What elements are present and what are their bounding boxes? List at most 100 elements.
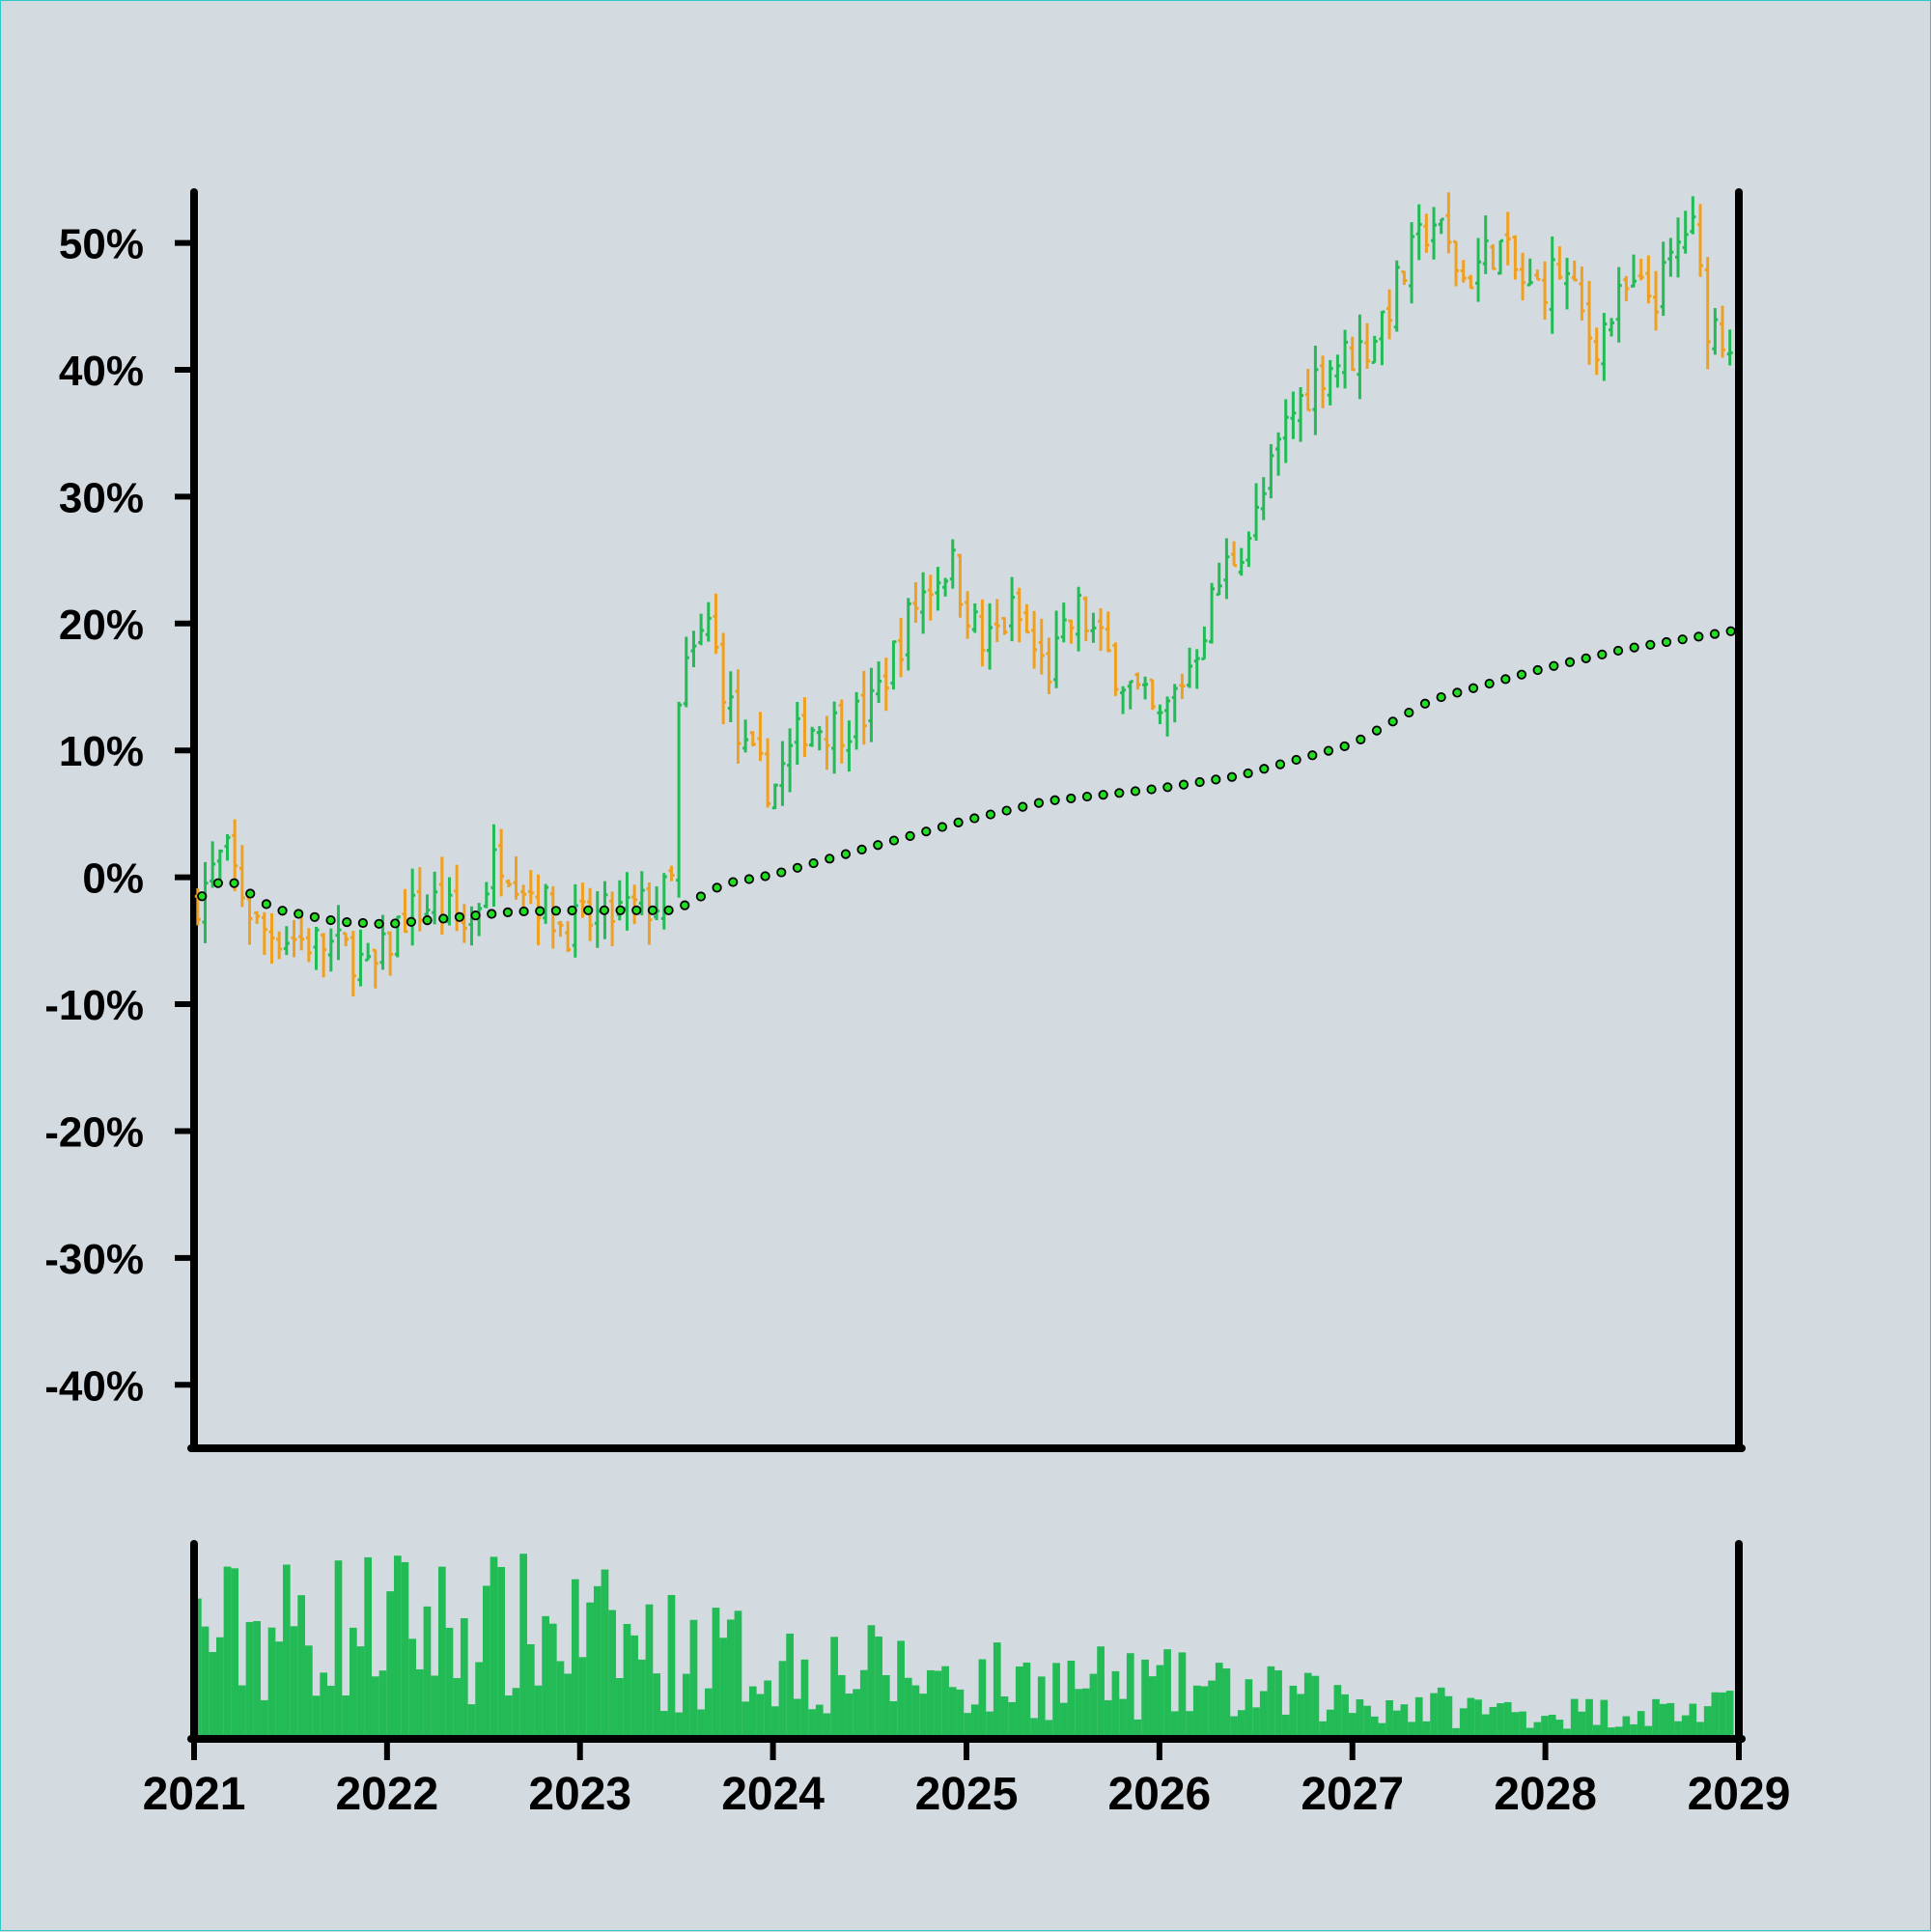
trend-marker: [1081, 791, 1093, 802]
trend-marker: [1677, 634, 1688, 645]
volume-bar: [1111, 1670, 1120, 1735]
volume-bar: [304, 1645, 313, 1735]
volume-bar: [637, 1659, 646, 1735]
volume-bar: [1481, 1714, 1490, 1735]
volume-bar: [415, 1668, 424, 1735]
trend-marker: [1291, 754, 1301, 766]
volume-bar: [689, 1619, 698, 1735]
trend-marker: [1356, 734, 1366, 744]
volume-bar: [1585, 1698, 1593, 1735]
volume-bar: [312, 1695, 321, 1735]
trend-marker: [390, 918, 401, 929]
trend-marker: [1693, 631, 1704, 642]
trend-marker: [1371, 725, 1383, 736]
trend-marker: [229, 878, 239, 888]
volume-bar: [593, 1585, 602, 1735]
volume-bar: [1311, 1675, 1320, 1735]
volume-bar: [1045, 1720, 1053, 1735]
trend-marker: [470, 910, 481, 921]
volume-bar: [1422, 1721, 1431, 1735]
volume-bar: [1030, 1718, 1038, 1735]
trend-marker: [1612, 645, 1624, 657]
volume-bar: [437, 1566, 446, 1735]
trend-marker: [825, 854, 835, 864]
trend-marker: [567, 905, 577, 916]
trend-marker: [277, 906, 288, 916]
volume-bar: [845, 1694, 854, 1735]
volume-bar: [770, 1706, 779, 1735]
volume-bar: [275, 1641, 284, 1735]
volume-bar: [1444, 1695, 1453, 1735]
volume-bar: [1119, 1698, 1127, 1735]
volume-bar: [393, 1555, 402, 1735]
volume-bar: [1133, 1719, 1142, 1735]
volume-bar: [970, 1704, 979, 1735]
trend-marker: [374, 918, 384, 929]
volume-bar: [630, 1635, 638, 1735]
y-axis-ticks: 50% 40% 30% 20% 10% 0% -10% -20% -30% -40%: [44, 221, 194, 1410]
volume-bar: [1252, 1707, 1260, 1735]
volume-bar: [1186, 1711, 1193, 1735]
trend-marker: [792, 862, 803, 873]
volume-bar: [431, 1675, 438, 1735]
trend-marker: [1033, 798, 1045, 808]
volume-bar: [645, 1604, 654, 1735]
volume-bar: [756, 1694, 765, 1735]
trend-marker: [728, 877, 739, 887]
trend-marker: [953, 817, 964, 827]
volume-bar: [1303, 1672, 1312, 1735]
volume-bar: [904, 1677, 912, 1735]
volume-bar: [1245, 1679, 1253, 1735]
volume-bar: [445, 1627, 454, 1735]
volume-bar: [526, 1643, 535, 1735]
volume-bar: [238, 1685, 246, 1735]
trend-marker: [325, 914, 336, 926]
volume-bar: [1600, 1699, 1609, 1735]
volume-bar: [342, 1695, 350, 1735]
volume-bar: [378, 1670, 387, 1735]
volume-bar: [1400, 1704, 1409, 1735]
y-tick-label: 30%: [59, 474, 144, 521]
volume-bar: [1637, 1711, 1645, 1735]
volume-bar: [1725, 1691, 1734, 1735]
volume-bar: [497, 1566, 505, 1735]
trend-marker: [1564, 657, 1576, 667]
trend-marker: [1661, 636, 1672, 648]
trend-marker: [1597, 649, 1608, 659]
volume-bar: [1022, 1662, 1031, 1735]
volume-bar: [1289, 1685, 1298, 1735]
volume-bar: [1622, 1716, 1631, 1735]
volume-bar: [1437, 1687, 1445, 1735]
volume-bar: [1326, 1709, 1334, 1735]
trend-marker: [197, 891, 208, 902]
volume-bar: [1363, 1705, 1371, 1735]
volume-bar: [1666, 1702, 1675, 1735]
volume-bar: [667, 1594, 676, 1735]
trend-marker: [212, 878, 223, 888]
trend-marker: [1259, 764, 1270, 774]
volume-bar: [934, 1670, 942, 1735]
volume-bar: [1555, 1720, 1564, 1735]
trend-marker: [631, 905, 642, 915]
volume-bar: [867, 1625, 876, 1735]
volume-bar: [482, 1585, 490, 1735]
volume-bar: [748, 1686, 757, 1735]
trend-marker: [357, 917, 368, 929]
trend-marker: [1419, 698, 1431, 709]
trend-marker: [1307, 750, 1318, 761]
x-axis-ticks: 2021 2022 2023 2024 2025 2026 2027 2028 2029: [143, 1739, 1790, 1820]
volume-bar: [1563, 1728, 1571, 1735]
volume-bar: [253, 1620, 262, 1735]
trend-marker: [1484, 678, 1495, 689]
trend-marker: [1404, 707, 1414, 718]
volume-bar: [956, 1689, 965, 1735]
trend-marker: [1532, 664, 1543, 676]
trend-marker: [599, 905, 610, 915]
volume-bar: [267, 1627, 276, 1735]
volume-bar: [1075, 1689, 1082, 1735]
trend-marker: [760, 871, 770, 882]
trend-marker: [1645, 639, 1656, 650]
volume-bar: [282, 1564, 291, 1735]
volume-bar: [490, 1556, 498, 1735]
